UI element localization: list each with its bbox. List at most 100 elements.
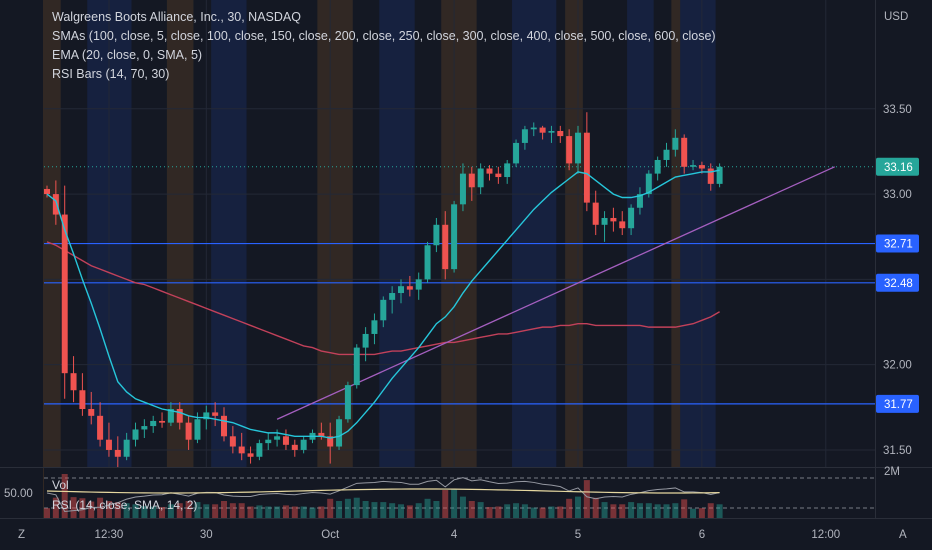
volume-bar <box>716 504 723 518</box>
hline-badge[interactable]: 31.77 <box>876 394 919 413</box>
volume-bar <box>442 490 449 518</box>
candle <box>566 129 573 171</box>
candle <box>513 139 520 167</box>
current-price-badge[interactable]: 33.16 <box>876 157 919 176</box>
volume-bar <box>247 506 254 518</box>
candle <box>167 402 174 427</box>
volume-bar <box>318 506 325 518</box>
volume-bar <box>194 502 201 518</box>
ema-line <box>46 169 720 439</box>
hline-badge[interactable]: 32.71 <box>876 234 919 253</box>
hline-badge[interactable]: 32.48 <box>876 273 919 292</box>
candle <box>504 159 511 184</box>
candle <box>610 207 617 232</box>
candle <box>681 134 688 174</box>
x-tick-label: 5 <box>575 529 581 541</box>
timezone-icon[interactable]: Z <box>18 529 25 541</box>
volume-bar <box>52 497 59 518</box>
volume-bar <box>424 498 431 518</box>
candle <box>495 166 502 184</box>
volume-bar <box>654 504 661 518</box>
volume-bar <box>601 502 608 518</box>
trend-layer <box>276 166 835 420</box>
auto-scale-icon[interactable]: A <box>899 529 907 541</box>
candle <box>256 439 263 461</box>
x-tick-label: 4 <box>451 529 458 541</box>
volume-bar <box>70 497 77 518</box>
candle <box>265 432 272 450</box>
trend-line[interactable] <box>276 166 835 420</box>
y-tick-label: 32.00 <box>883 360 912 372</box>
candle <box>521 125 528 150</box>
vol-label: Vol <box>52 478 69 492</box>
volume-bar <box>114 502 121 518</box>
volume-bar <box>97 497 104 518</box>
volume-bar <box>353 497 360 518</box>
candle <box>654 156 661 181</box>
volume-bar <box>238 503 245 518</box>
candle <box>141 419 148 439</box>
candle <box>123 432 130 461</box>
rsi-sma-line <box>46 488 720 494</box>
volume-bar <box>212 504 219 518</box>
candle <box>344 381 351 423</box>
candle <box>70 356 77 403</box>
candle <box>707 163 714 191</box>
candle <box>159 412 166 428</box>
candle <box>539 125 546 140</box>
candle <box>406 275 413 297</box>
volume-bar <box>123 503 130 518</box>
volume-bar <box>583 480 590 518</box>
volume-bar <box>486 507 493 518</box>
volume-bar <box>159 507 166 518</box>
session-band <box>43 0 61 518</box>
volume-bar <box>309 507 316 518</box>
candle <box>486 165 493 181</box>
volume-bar <box>203 504 210 518</box>
candle <box>221 407 227 442</box>
volume-bar <box>176 503 183 518</box>
currency-label[interactable]: USD <box>884 11 908 23</box>
rsi-label: RSI (14, close, SMA, 14, 2) <box>52 498 198 512</box>
candle <box>132 422 139 447</box>
y-tick-label: 31.50 <box>883 445 912 457</box>
volume-bar <box>698 508 705 518</box>
candle <box>371 313 378 345</box>
volume-bar <box>513 503 520 518</box>
candle <box>114 436 121 467</box>
session-band <box>211 0 247 518</box>
volume-bar <box>141 505 148 518</box>
volume-bar <box>619 504 626 518</box>
volume-bar <box>459 496 466 518</box>
volume-bar <box>548 506 555 518</box>
volume-bar <box>592 497 599 518</box>
volume-bar <box>221 501 227 518</box>
volume-bar <box>265 506 272 518</box>
volume-bar <box>645 503 652 518</box>
volume-bar <box>628 502 635 518</box>
candle <box>353 344 360 389</box>
candle <box>433 217 440 253</box>
candle <box>97 402 104 447</box>
volume-bar <box>636 503 643 518</box>
volume-bar <box>477 502 484 518</box>
candle <box>247 446 254 464</box>
svg-text:33.16: 33.16 <box>884 162 913 174</box>
volume-bar <box>406 505 413 518</box>
candle <box>442 211 449 280</box>
y-tick-label: 33.50 <box>883 104 912 116</box>
volume-bar <box>610 504 617 518</box>
volume-bar <box>389 503 396 518</box>
candle <box>477 163 484 195</box>
volume-bar <box>274 506 281 518</box>
volume-bar <box>451 488 458 518</box>
session-band <box>379 0 415 518</box>
horizontal-lines <box>44 166 875 405</box>
candle <box>459 163 466 212</box>
candle <box>628 204 635 236</box>
volume-bar <box>530 507 537 518</box>
candle <box>380 296 387 328</box>
volume-bar <box>132 504 139 518</box>
volume-bar <box>44 508 50 518</box>
